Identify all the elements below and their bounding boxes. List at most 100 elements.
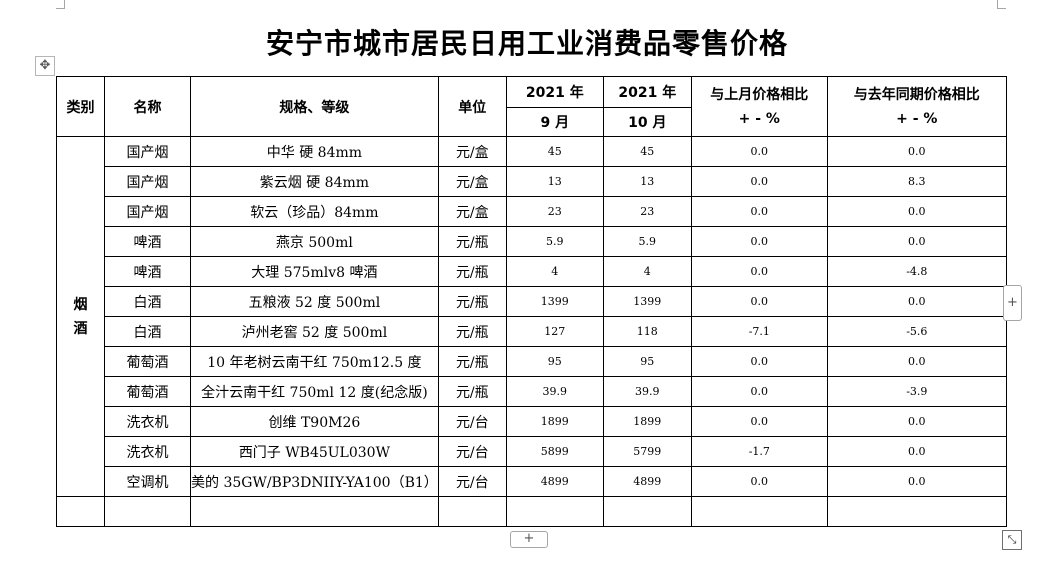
item-unit: 元/瓶 bbox=[437, 226, 507, 257]
add-row-button[interactable]: + bbox=[510, 531, 548, 548]
header-yoy: 与去年同期价格相比 + - % bbox=[826, 76, 1007, 137]
item-name: 空调机 bbox=[104, 466, 191, 497]
header-spec: 规格、等级 bbox=[190, 76, 439, 137]
item-unit: 元/瓶 bbox=[437, 286, 507, 317]
item-unit: 元/台 bbox=[437, 436, 507, 467]
item-name: 葡萄酒 bbox=[104, 376, 191, 407]
item-name: 洗衣机 bbox=[104, 436, 191, 467]
item-name: 白酒 bbox=[104, 316, 191, 347]
price-sep: 39.9 bbox=[505, 376, 604, 407]
empty-cell[interactable] bbox=[437, 496, 507, 527]
item-name: 洗衣机 bbox=[104, 406, 191, 437]
change-yoy: 8.3 bbox=[826, 166, 1007, 197]
change-yoy: -3.9 bbox=[826, 376, 1007, 407]
item-name: 啤酒 bbox=[104, 226, 191, 257]
table-row: 国产烟 软云（珍品）84mm 元/盒 23 23 0.0 0.0 bbox=[57, 196, 1007, 227]
change-mom: 0.0 bbox=[690, 166, 828, 197]
price-oct: 5799 bbox=[602, 436, 692, 467]
item-unit: 元/瓶 bbox=[437, 376, 507, 407]
change-mom: 0.0 bbox=[690, 466, 828, 497]
change-mom: 0.0 bbox=[690, 136, 828, 167]
header-yoy-line2: + - % bbox=[896, 110, 938, 127]
price-sep: 5.9 bbox=[505, 226, 604, 257]
change-mom: -1.7 bbox=[690, 436, 828, 467]
table-row: 洗衣机 西门子 WB45UL030W 元/台 5899 5799 -1.7 0.0 bbox=[57, 436, 1007, 467]
empty-cell[interactable] bbox=[826, 496, 1007, 527]
item-spec: 五粮液 52 度 500ml bbox=[190, 286, 439, 317]
price-oct: 4 bbox=[602, 256, 692, 287]
table-row: 葡萄酒 全汁云南干红 750ml 12 度(纪念版) 元/瓶 39.9 39.9 0.0-… bbox=[57, 376, 1007, 407]
item-name: 国产烟 bbox=[104, 166, 191, 197]
change-yoy: 0.0 bbox=[826, 286, 1007, 317]
price-oct: 1899 bbox=[602, 406, 692, 437]
price-oct: 5.9 bbox=[602, 226, 692, 257]
price-oct: 39.9 bbox=[602, 376, 692, 407]
item-name: 国产烟 bbox=[104, 136, 191, 167]
item-spec: 软云（珍品）84mm bbox=[190, 196, 439, 227]
table-row: 啤酒 燕京 500ml 元/瓶 5.9 5.9 0.0 0.0 bbox=[57, 226, 1007, 257]
item-spec: 中华 硬 84mm bbox=[190, 136, 439, 167]
item-name: 国产烟 bbox=[104, 196, 191, 227]
header-mom-line2: + - % bbox=[738, 110, 780, 127]
price-sep: 23 bbox=[505, 196, 604, 227]
price-sep: 13 bbox=[505, 166, 604, 197]
table-resize-handle-icon[interactable]: ⤡ bbox=[1002, 530, 1022, 550]
table-row: 洗衣机 创维 T90M26 元/台 1899 1899 0.0 0.0 bbox=[57, 406, 1007, 437]
item-unit: 元/盒 bbox=[437, 166, 507, 197]
item-name: 白酒 bbox=[104, 286, 191, 317]
item-spec: 美的 35GW/BP3DNIIY-YA100（B1） bbox=[190, 466, 439, 497]
empty-cell[interactable] bbox=[190, 496, 439, 527]
change-mom: -7.1 bbox=[690, 316, 828, 347]
header-name: 名称 bbox=[104, 76, 191, 137]
header-month-sep: 9 月 bbox=[505, 107, 604, 137]
price-oct: 45 bbox=[602, 136, 692, 167]
price-oct: 13 bbox=[602, 166, 692, 197]
change-mom: 0.0 bbox=[690, 226, 828, 257]
price-table: 类别 名称 规格、等级 单位 2021 年 2021 年 与上月价格相比 + -… bbox=[56, 76, 1007, 527]
empty-cell[interactable] bbox=[505, 496, 604, 527]
change-yoy: 0.0 bbox=[826, 406, 1007, 437]
price-sep: 1899 bbox=[505, 406, 604, 437]
change-yoy: 0.0 bbox=[826, 466, 1007, 497]
price-oct: 95 bbox=[602, 346, 692, 377]
item-name: 葡萄酒 bbox=[104, 346, 191, 377]
header-category: 类别 bbox=[56, 76, 105, 137]
empty-cell[interactable] bbox=[690, 496, 828, 527]
item-name: 啤酒 bbox=[104, 256, 191, 287]
empty-cell[interactable] bbox=[56, 496, 105, 527]
change-yoy: -5.6 bbox=[826, 316, 1007, 347]
price-sep: 1399 bbox=[505, 286, 604, 317]
change-yoy: 0.0 bbox=[826, 136, 1007, 167]
price-sep: 4 bbox=[505, 256, 604, 287]
item-unit: 元/台 bbox=[437, 466, 507, 497]
price-oct: 118 bbox=[602, 316, 692, 347]
item-unit: 元/台 bbox=[437, 406, 507, 437]
page-corner-mark-right bbox=[997, 0, 1006, 9]
category-cell: 烟酒 bbox=[56, 136, 105, 497]
change-yoy: -4.8 bbox=[826, 256, 1007, 287]
header-unit: 单位 bbox=[437, 76, 507, 137]
change-yoy: 0.0 bbox=[826, 226, 1007, 257]
change-mom: 0.0 bbox=[690, 346, 828, 377]
header-yoy-line1: 与去年同期价格相比 bbox=[853, 86, 980, 103]
item-unit: 元/瓶 bbox=[437, 256, 507, 287]
add-column-button[interactable]: + bbox=[1003, 285, 1022, 321]
empty-row bbox=[56, 496, 1007, 527]
change-mom: 0.0 bbox=[690, 406, 828, 437]
table-move-handle-icon[interactable]: ✥ bbox=[35, 56, 55, 76]
price-oct: 4899 bbox=[602, 466, 692, 497]
change-yoy: 0.0 bbox=[826, 436, 1007, 467]
item-spec: 大理 575mlv8 啤酒 bbox=[190, 256, 439, 287]
table-row: 国产烟 紫云烟 硬 84mm 元/盒 13 13 0.0 8.3 bbox=[57, 166, 1007, 197]
item-spec: 创维 T90M26 bbox=[190, 406, 439, 437]
price-sep: 95 bbox=[505, 346, 604, 377]
empty-cell[interactable] bbox=[104, 496, 191, 527]
change-mom: 0.0 bbox=[690, 196, 828, 227]
item-unit: 元/瓶 bbox=[437, 316, 507, 347]
header-year-oct: 2021 年 bbox=[602, 76, 692, 108]
price-sep: 5899 bbox=[505, 436, 604, 467]
change-yoy: 0.0 bbox=[826, 346, 1007, 377]
item-spec: 泸州老窖 52 度 500ml bbox=[190, 316, 439, 347]
table-row: 啤酒 大理 575mlv8 啤酒 元/瓶 4 4 0.0 -4.8 bbox=[57, 256, 1007, 287]
empty-cell[interactable] bbox=[602, 496, 692, 527]
